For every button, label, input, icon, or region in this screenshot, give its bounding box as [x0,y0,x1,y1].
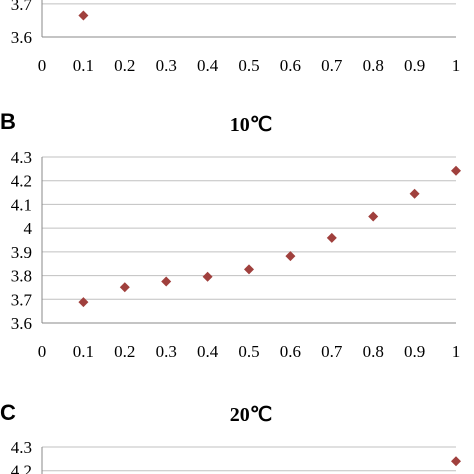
panel0-x-tick-label: 0.6 [280,56,301,75]
panel1-data-point [78,297,89,308]
panel2-data-point [451,456,461,467]
panel1-x-tick-label: 0.8 [363,342,384,361]
panel-c-chart: 20℃ 4.3 4.2 [11,404,461,474]
panel1-x-tick-label: 0.9 [404,342,425,361]
panel2-chart-title: 20℃ [230,404,272,426]
panel1-y-tick-label: 3.6 [11,314,32,333]
panel0-x-tick-label: 0.3 [156,56,177,75]
panel1-y-tick-label: 3.8 [11,267,32,286]
panel0-x-tick-label: 0.4 [197,56,219,75]
panel1-data-point [244,264,254,275]
panel1-data-point [326,232,337,243]
panel1-data-point [285,251,296,262]
panel1-y-tick-label: 4.2 [11,172,32,191]
panel0-y-tick-label: 3.6 [11,28,32,47]
panel1-x-tick-label: 0 [38,342,47,361]
panel1-y-tick-label: 4.3 [11,148,32,167]
panel1-x-tick-label: 0.2 [114,342,135,361]
panel1-y-tick-label: 4.1 [11,195,32,214]
panel1-x-tick-label: 0.3 [156,342,177,361]
panel1-x-tick-label: 0.7 [321,342,343,361]
panel1-data-point [161,276,172,287]
panel1-chart-title: 10℃ [230,114,272,136]
panel2-y-tick-label: 4.3 [11,438,32,457]
panel-b-chart: 10℃ 3.6 3.7 3.8 3.9 4 4.1 4.2 4.3 0 0.1 0.2 0.3 0.4 0.… [11,114,461,361]
panel0-y-tick-label: 3.7 [11,0,33,14]
panel1-x-tick-label: 1 [452,342,461,361]
panel-label-c: C [0,400,16,425]
panel1-y-tick-label: 4 [24,219,33,238]
panel-a-chart: 3.6 3.7 0 0.1 0.2 0.3 0.4 0.5 0.6 0.7 0.8 0.9 1 [11,0,461,75]
panel1-x-tick-label: 0.1 [73,342,94,361]
panel2-y-tick-label: 4.2 [11,462,32,474]
panel1-y-tick-label: 3.7 [11,290,33,309]
panel1-x-tick-label: 0.4 [197,342,219,361]
panel0-x-tick-label: 0.5 [238,56,259,75]
panel0-x-tick-label: 0.1 [73,56,94,75]
panel0-x-tick-label: 0.7 [321,56,343,75]
panel1-data-point [409,188,420,199]
panel0-data-point [78,10,89,21]
panel0-x-tick-label: 1 [452,56,461,75]
panel1-y-tick-label: 3.9 [11,243,32,262]
panel0-x-tick-label: 0.9 [404,56,425,75]
panel1-data-point [451,165,461,176]
panel-label-b: B [0,109,16,134]
panel1-data-point [119,282,130,293]
panel0-x-tick-label: 0 [38,56,47,75]
panel1-data-point [368,211,379,222]
panel0-x-tick-label: 0.8 [363,56,384,75]
panel1-x-tick-label: 0.6 [280,342,301,361]
panel1-x-tick-label: 0.5 [238,342,259,361]
panel0-x-tick-label: 0.2 [114,56,135,75]
panel1-data-point [202,271,213,282]
